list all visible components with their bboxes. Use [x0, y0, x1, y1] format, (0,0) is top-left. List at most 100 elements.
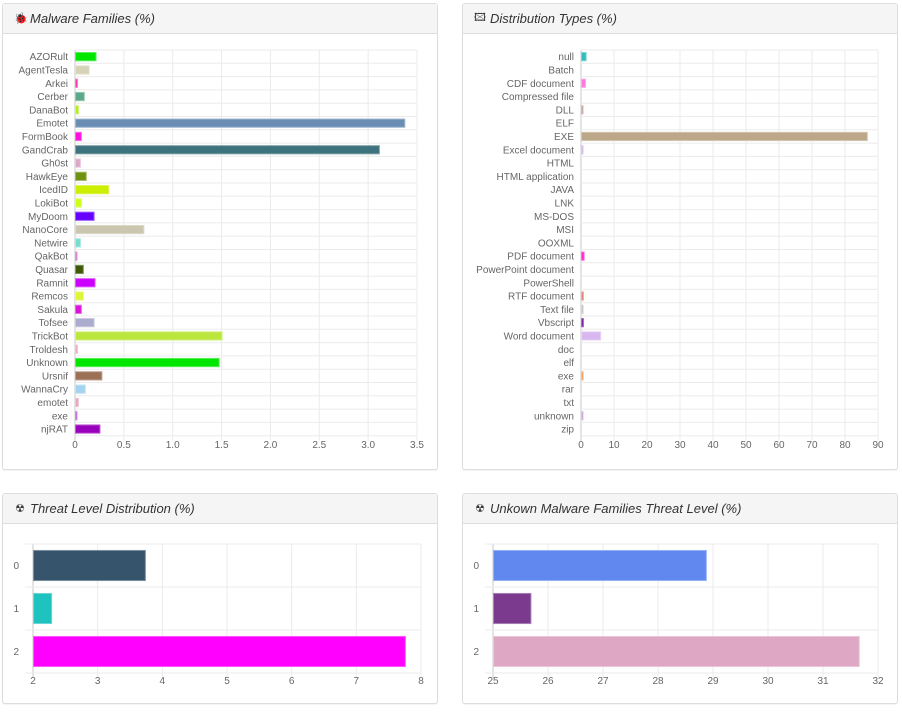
malware-bar-unknown[interactable] [75, 357, 220, 368]
distribution-bar-rtf-document[interactable] [581, 291, 584, 301]
x-tick-label: 4 [160, 676, 166, 687]
distribution-bar-unknown[interactable] [581, 411, 584, 421]
x-tick-label: 3 [95, 676, 101, 687]
malware-bar-qakbot[interactable] [75, 251, 78, 261]
malware-bar-agenttesla[interactable] [75, 65, 90, 75]
x-tick-label: 29 [707, 676, 719, 687]
y-tick-label: txt [563, 398, 574, 409]
unknown-threat-bar-0[interactable] [493, 549, 707, 582]
malware-bar-netwire[interactable] [75, 238, 81, 248]
malware-bar-ramnit[interactable] [75, 278, 96, 288]
malware-bar-wannacry[interactable] [75, 384, 86, 394]
malware-bar-cerber[interactable] [75, 91, 85, 102]
y-tick-label: HTML [547, 159, 575, 170]
radiation-icon: ☢ [475, 503, 485, 515]
x-tick-label: 20 [641, 440, 653, 451]
x-tick-label: 32 [872, 676, 884, 687]
y-tick-label: DanaBot [29, 105, 68, 116]
y-tick-label: doc [558, 345, 574, 356]
malware-bar-tofsee[interactable] [75, 318, 95, 328]
y-tick-label: exe [52, 411, 69, 422]
x-tick-label: 1.0 [166, 440, 180, 451]
y-tick-label: Vbscript [538, 318, 574, 329]
x-tick-label: 8 [418, 676, 424, 687]
y-tick-label: FormBook [22, 132, 69, 143]
malware-bar-icedid[interactable] [75, 185, 110, 195]
distribution-types-chart: 0 10 20 30 40 50 60 70 80 90 null Batch CDF document… [476, 49, 884, 451]
x-tick-label: 2 [30, 676, 36, 687]
malware-bar-azorult[interactable] [75, 52, 97, 62]
distribution-bar-exe[interactable] [581, 371, 584, 381]
y-tick-label: ELF [556, 119, 574, 130]
distribution-bar-excel-document[interactable] [581, 145, 584, 155]
distribution-bar-dll[interactable] [581, 105, 584, 115]
y-tick-label: elf [563, 358, 574, 369]
malware-bar-emotet[interactable] [75, 397, 79, 408]
y-tick-label: 2 [473, 647, 479, 658]
threat-bar-0[interactable] [33, 549, 146, 582]
malware-bar-emotet[interactable] [75, 118, 406, 128]
malware-bar-troldesh[interactable] [75, 344, 78, 354]
y-tick-label: Word document [504, 331, 575, 342]
malware-bar-gh0st[interactable] [75, 158, 81, 168]
image-icon: 🖾 [474, 12, 486, 24]
distribution-bar-pdf-document[interactable] [581, 251, 585, 261]
malware-bar-njrat[interactable] [75, 424, 101, 434]
malware-bar-ursnif[interactable] [75, 371, 103, 381]
x-tick-label: 10 [608, 440, 620, 451]
y-tick-label: PDF document [507, 252, 574, 263]
grid [580, 49, 879, 441]
malware-bar-lokibot[interactable] [75, 198, 82, 208]
unknown-threat-bar-2[interactable] [493, 635, 860, 668]
y-tick-label: PowerShell [523, 278, 574, 289]
y-tick-label: Excel document [503, 145, 574, 156]
x-tick-label: 1.5 [215, 440, 229, 451]
y-tick-label: CDF document [507, 79, 574, 90]
threat-bar-1[interactable] [33, 592, 53, 625]
distribution-bar-exe[interactable] [581, 131, 868, 142]
malware-bar-trickbot[interactable] [75, 331, 223, 341]
y-tick-label: Quasar [35, 265, 68, 276]
x-tick-label: 31 [817, 676, 829, 687]
y-tick-label: AZORult [30, 52, 69, 63]
x-tick-label: 70 [806, 440, 818, 451]
distribution-bar-word-document[interactable] [581, 331, 602, 341]
threat-level-panel: ☢ Threat Level Distribution (%) 2 3 4 5 6 7 8 0… [2, 493, 438, 704]
y-tick-label: AgentTesla [19, 65, 69, 76]
y-tick-label: MS-DOS [534, 212, 574, 223]
y-tick-label: PowerPoint document [476, 265, 574, 276]
x-tick-label: 2.5 [312, 440, 326, 451]
y-tick-label: Troldesh [29, 345, 68, 356]
panel-heading: ☢ Unkown Malware Families Threat Level (… [463, 494, 897, 524]
x-tick-label: 50 [740, 440, 752, 451]
y-tick-label: Batch [548, 65, 574, 76]
panel-heading: ☢ Threat Level Distribution (%) [3, 494, 437, 524]
malware-bar-mydoom[interactable] [75, 211, 95, 221]
malware-bar-exe[interactable] [75, 411, 78, 421]
malware-bar-arkei[interactable] [75, 78, 78, 88]
x-tick-label: 7 [354, 676, 360, 687]
y-tick-label: LNK [555, 198, 575, 209]
threat-bar-2[interactable] [33, 635, 406, 668]
x-tick-label: 90 [872, 440, 884, 451]
distribution-bar-text-file[interactable] [581, 304, 584, 314]
distribution-bar-cdf-document[interactable] [581, 78, 586, 88]
x-tick-label: 0 [72, 440, 78, 451]
x-tick-label: 5 [224, 676, 230, 687]
malware-bar-gandcrab[interactable] [75, 145, 380, 155]
panel-title: Threat Level Distribution (%) [30, 501, 195, 516]
malware-bar-formbook[interactable] [75, 131, 82, 142]
malware-bar-danabot[interactable] [75, 105, 79, 115]
distribution-bar-vbscript[interactable] [581, 318, 584, 328]
distribution-bar-null[interactable] [581, 52, 587, 62]
malware-bar-sakula[interactable] [75, 304, 82, 314]
x-tick-label: 28 [652, 676, 664, 687]
unknown-threat-bar-1[interactable] [493, 592, 532, 625]
malware-bar-quasar[interactable] [75, 264, 84, 275]
y-tick-label: MyDoom [28, 212, 68, 223]
malware-bar-nanocore[interactable] [75, 224, 145, 235]
unknown-threat-level-chart: 25 26 27 28 29 30 31 32 0 1 2 [473, 543, 884, 687]
malware-bar-hawkeye[interactable] [75, 171, 87, 181]
malware-bar-remcos[interactable] [75, 291, 84, 301]
y-tick-label: Emotet [36, 119, 68, 130]
